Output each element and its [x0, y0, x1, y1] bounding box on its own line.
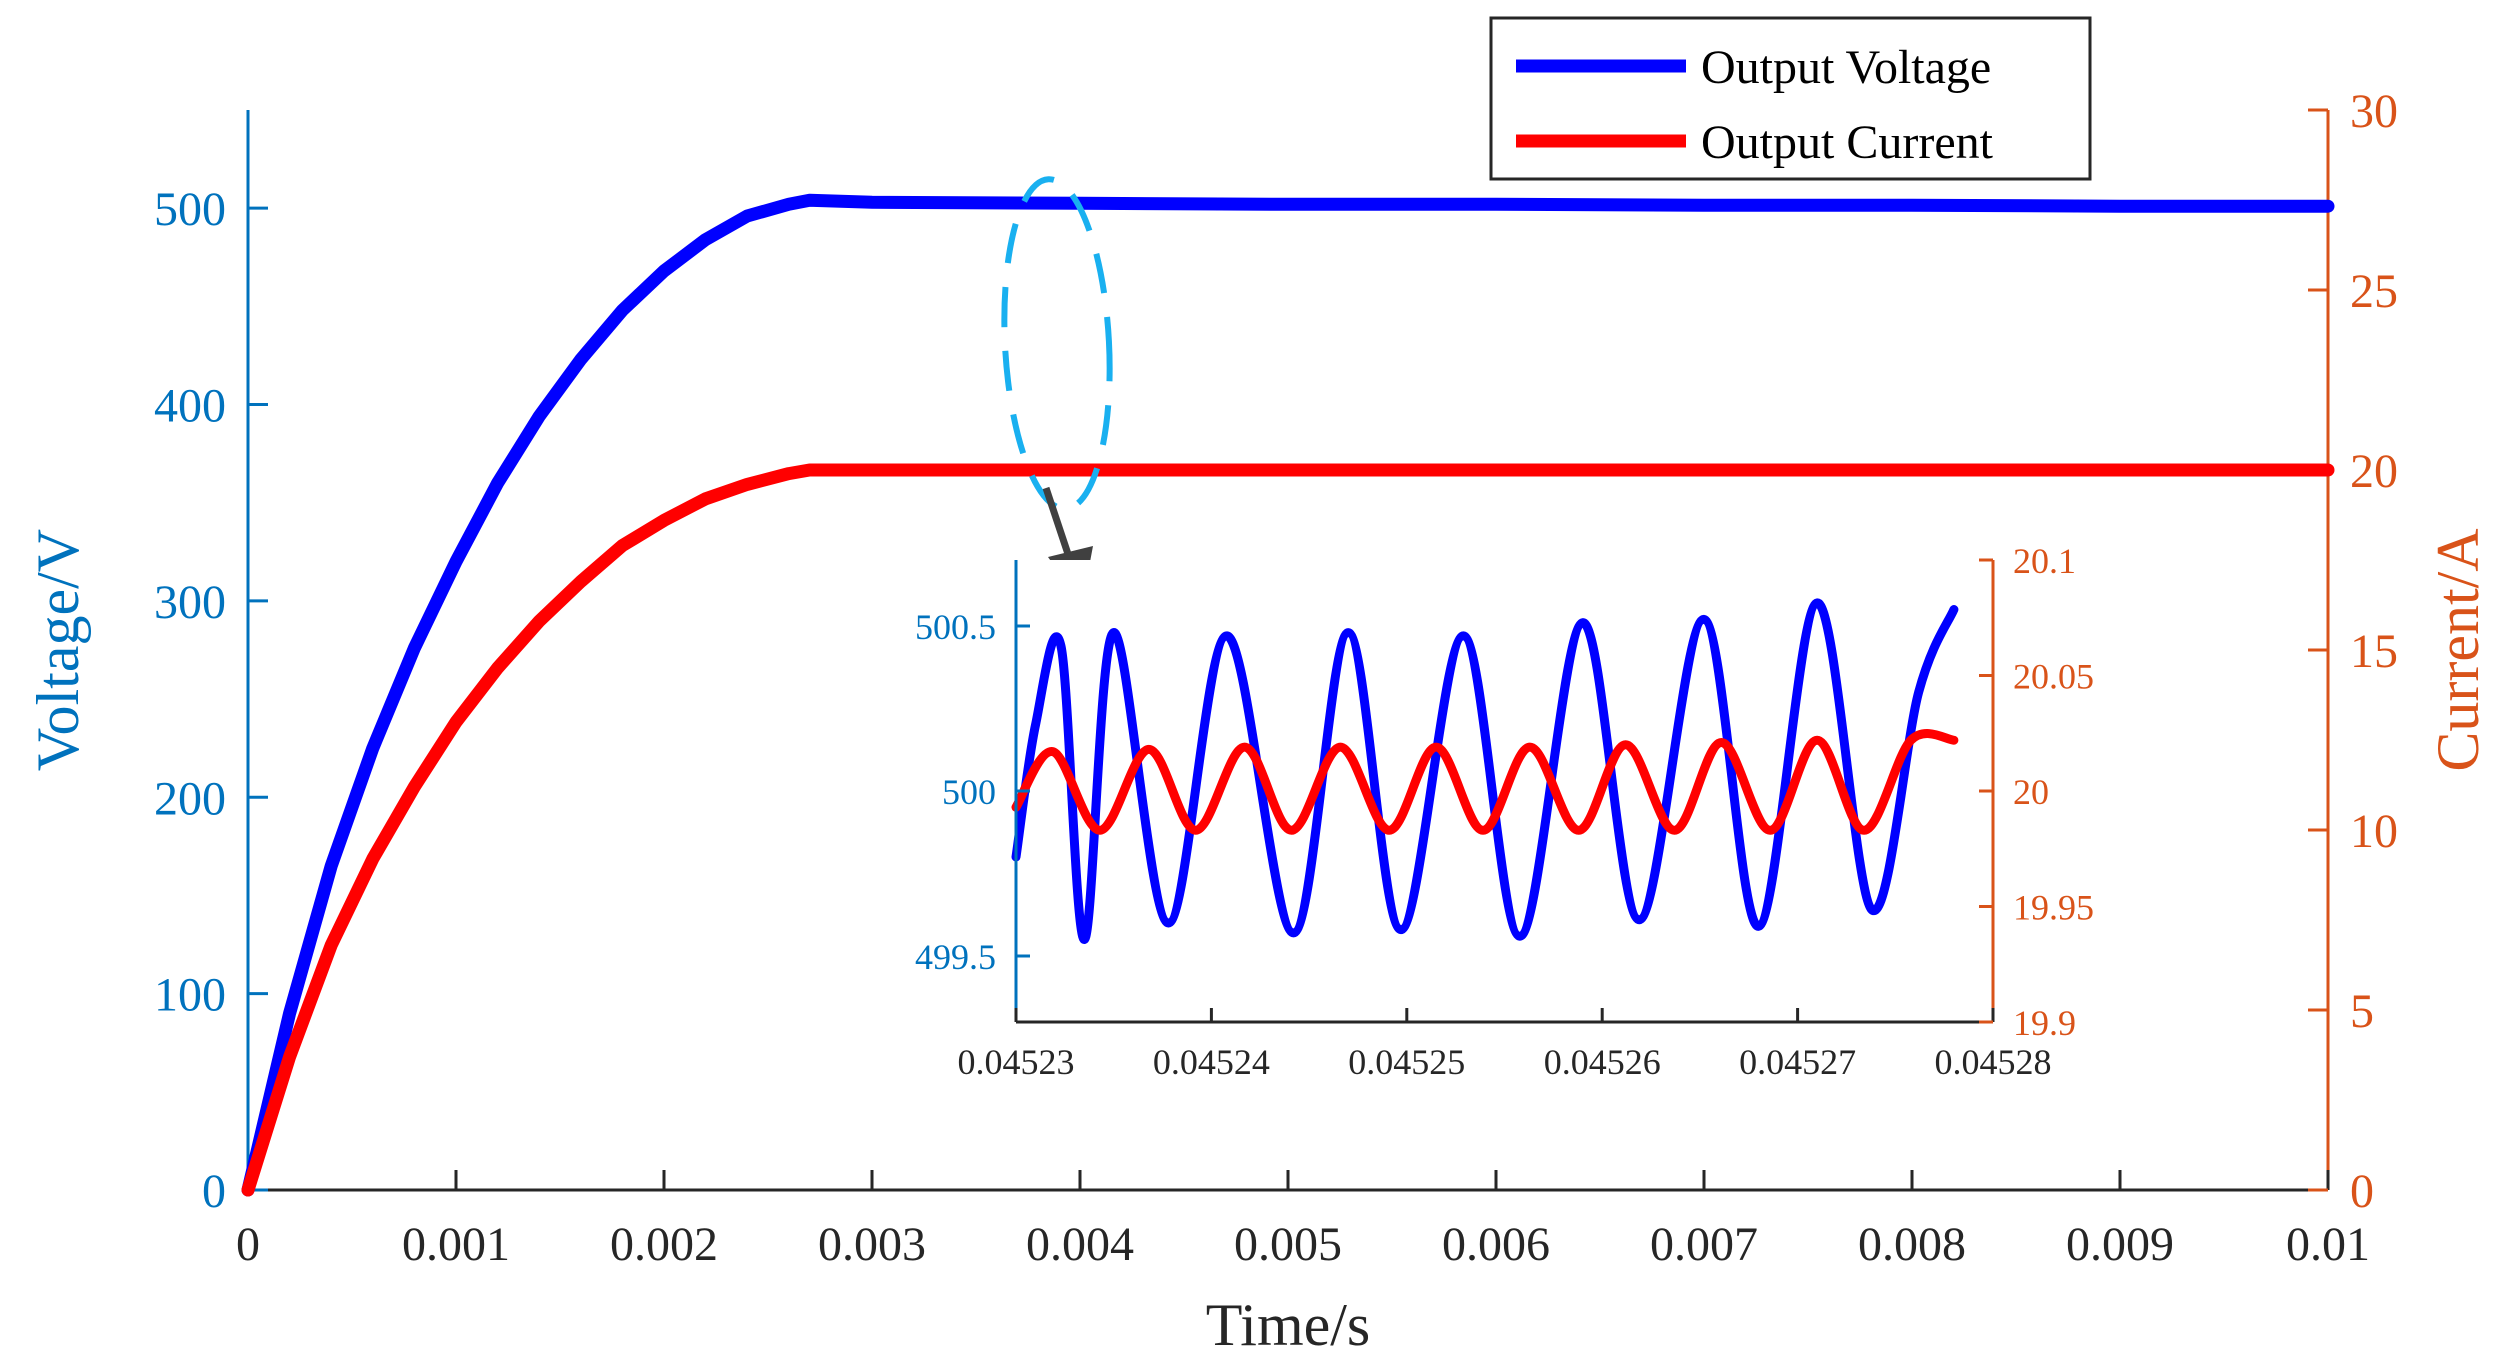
x-tick-label: 0.009: [2066, 1218, 2174, 1271]
y-right-tick-label: 15: [2350, 625, 2398, 678]
zoom-ellipse: [1001, 176, 1113, 512]
inset-x-tick-label: 0.04525: [1348, 1042, 1465, 1082]
inset-y-right-tick-label: 20.1: [2013, 541, 2076, 581]
y-left-tick-label: 0: [202, 1165, 226, 1218]
zoom-annotation: [1001, 176, 1113, 605]
y-right-tick-label: 0: [2350, 1165, 2374, 1218]
x-tick-label: 0.004: [1026, 1218, 1134, 1271]
inset-y-left-tick-label: 500.5: [915, 607, 996, 647]
x-tick-label: 0.002: [610, 1218, 718, 1271]
inset-x-tick-label: 0.04523: [958, 1042, 1075, 1082]
y-left-tick-label: 500: [154, 183, 226, 236]
inset-y-left-tick-label: 500: [942, 772, 996, 812]
y-left-axis-title: Voltage/V: [25, 529, 91, 771]
inset-x-tick-label: 0.04527: [1739, 1042, 1856, 1082]
legend-box: [1489, 16, 2092, 181]
x-tick-label: 0.003: [818, 1218, 926, 1271]
x-tick-label: 0.001: [402, 1218, 510, 1271]
inset-x-tick-label: 0.04524: [1153, 1042, 1270, 1082]
inset-x-tick-label: 0.04528: [1935, 1042, 2052, 1082]
x-tick-label: 0.007: [1650, 1218, 1758, 1271]
y-left-tick-label: 300: [154, 576, 226, 629]
y-left-tick-label: 100: [154, 969, 226, 1022]
x-tick-label: 0: [236, 1218, 260, 1271]
legend: Output Voltage Output Current: [1489, 16, 2092, 181]
inset-y-right-tick-label: 20: [2013, 772, 2049, 812]
y-right-tick-label: 30: [2350, 85, 2398, 138]
x-tick-label: 0.01: [2286, 1218, 2370, 1271]
x-tick-label: 0.006: [1442, 1218, 1550, 1271]
legend-label-output-current: Output Current: [1701, 116, 1994, 169]
y-left-tick-label: 400: [154, 380, 226, 433]
inset-plot: 0.04523 0.04524 0.04525 0.04526 0.04527 0.045…: [915, 541, 2094, 1082]
series-line-output-voltage: [241, 193, 2335, 1197]
legend-label-output-voltage: Output Voltage: [1701, 41, 1991, 94]
inset-x-tick-label: 0.04526: [1544, 1042, 1661, 1082]
y-left-tick-label: 200: [154, 772, 226, 825]
inset-y-left-tick-label: 499.5: [915, 937, 996, 977]
inset-y-right-tick-label: 19.9: [2013, 1003, 2076, 1043]
inset-y-right-tick-label: 20.05: [2013, 657, 2094, 697]
zoom-arrow-shaft: [1042, 486, 1074, 562]
y-right-tick-label: 10: [2350, 805, 2398, 858]
x-axis-title: Time/s: [1206, 1292, 1371, 1358]
y-right-tick-label: 25: [2350, 265, 2398, 318]
y-right-tick-label: 5: [2350, 985, 2374, 1038]
x-tick-label: 0.005: [1234, 1218, 1342, 1271]
inset-series-line-output-current: [1011, 729, 1959, 835]
y-right-axis-title: Current/A: [2425, 528, 2491, 771]
y-right-tick-label: 20: [2350, 445, 2398, 498]
series-line-output-current: [241, 463, 2335, 1197]
main-plot: 0 0.001 0.002 0.003 0.004 0.005 0.006 0.007 0.00…: [25, 85, 2491, 1358]
inset-y-right-tick-label: 19.95: [2013, 888, 2094, 928]
x-tick-label: 0.008: [1858, 1218, 1966, 1271]
